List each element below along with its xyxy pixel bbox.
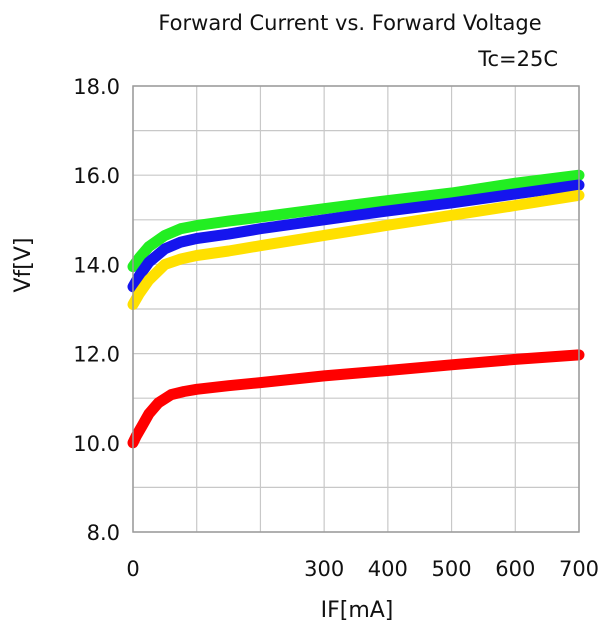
x-tick-label: 500: [432, 557, 472, 581]
x-tick-label: 300: [304, 557, 344, 581]
y-tick-label: 8.0: [87, 521, 120, 545]
x-tick-label: 0: [126, 557, 139, 581]
series-layer: [127, 169, 585, 449]
series-line-2: [127, 189, 585, 310]
chart-title: Forward Current vs. Forward Voltage: [158, 11, 541, 35]
series-line-3: [127, 349, 585, 449]
y-tick-label: 14.0: [73, 253, 120, 277]
x-tick-labels: 0 300 400 500 600 700: [126, 557, 599, 581]
grid: [132, 85, 580, 533]
chart-condition: Tc=25C: [477, 47, 558, 71]
plot-frame: [132, 85, 580, 533]
y-axis-label: Vf[V]: [11, 237, 36, 292]
y-tick-label: 10.0: [73, 432, 120, 456]
y-tick-labels: 8.0 10.0 12.0 14.0 16.0 18.0: [73, 75, 120, 545]
x-axis-label: IF[mA]: [321, 598, 394, 623]
y-tick-label: 12.0: [73, 343, 120, 367]
x-tick-label: 700: [559, 557, 599, 581]
series-line-1: [127, 179, 585, 293]
y-tick-label: 18.0: [73, 75, 120, 99]
series-line-0: [127, 169, 585, 273]
y-tick-label: 16.0: [73, 164, 120, 188]
x-tick-label: 400: [368, 557, 408, 581]
x-tick-label: 600: [495, 557, 535, 581]
